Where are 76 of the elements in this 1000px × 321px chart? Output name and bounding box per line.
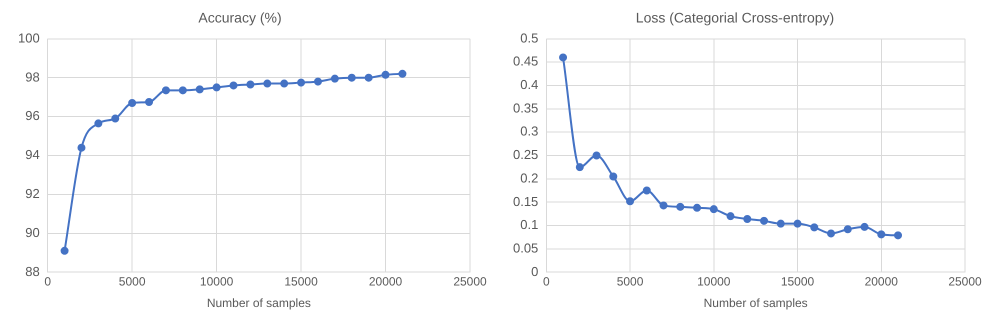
point [364, 74, 373, 82]
point [314, 78, 322, 86]
point [111, 114, 120, 123]
x-tick-label: 10000 [200, 274, 234, 289]
point [626, 197, 634, 206]
x-tick-label: 15000 [780, 274, 815, 289]
x-tick-label: 0 [542, 274, 550, 289]
y-tick-label: 0.25 [512, 147, 538, 162]
point [894, 231, 902, 240]
point [743, 214, 752, 223]
x-tick-label: 20000 [368, 274, 403, 289]
point [230, 81, 238, 90]
x-tick-label: 5000 [118, 274, 146, 289]
point [676, 202, 684, 211]
y-tick-label: 88 [25, 264, 40, 279]
y-tick-label: 0.4 [520, 77, 538, 92]
point [592, 152, 601, 160]
point [178, 86, 187, 94]
point [94, 119, 102, 128]
point [810, 223, 818, 232]
y-tick-label: 94 [25, 147, 40, 162]
point [398, 70, 406, 78]
x-tick-label: 20000 [864, 274, 898, 289]
point [760, 216, 768, 225]
chart-title: Loss (Categorial Cross-entropy) [636, 9, 834, 26]
y-tick-label: 0.15 [512, 194, 538, 209]
point [280, 80, 288, 88]
point [297, 78, 306, 87]
point [196, 85, 204, 94]
point [642, 186, 651, 195]
chart-title: Accuracy (%) [198, 9, 282, 26]
point [145, 98, 154, 106]
x-axis-title: Number of samples [704, 296, 808, 310]
point [844, 225, 852, 234]
point [330, 74, 339, 83]
point [263, 80, 272, 88]
point [877, 230, 886, 238]
x-tick-label: 25000 [453, 274, 488, 289]
y-tick-label: 98 [25, 69, 40, 84]
point [162, 86, 170, 94]
y-tick-label: 0 [531, 264, 538, 279]
point [382, 70, 390, 79]
point [726, 212, 735, 220]
y-tick-label: 100 [18, 30, 40, 46]
point [559, 53, 568, 62]
point [128, 98, 136, 107]
point [860, 222, 869, 231]
y-tick-label: 0.3 [520, 124, 538, 139]
y-tick-label: 92 [25, 186, 40, 201]
x-tick-label: 10000 [697, 274, 731, 289]
point [348, 74, 356, 82]
y-tick-label: 0.45 [512, 54, 538, 69]
y-tick-label: 0.35 [512, 100, 538, 116]
point [60, 246, 69, 255]
point [246, 80, 254, 89]
point [212, 83, 221, 92]
x-tick-label: 5000 [616, 274, 644, 289]
point [660, 201, 668, 210]
point [576, 163, 584, 172]
point [77, 144, 86, 152]
y-tick-label: 90 [25, 224, 40, 240]
point [609, 172, 618, 181]
point [693, 204, 702, 212]
x-tick-label: 0 [44, 274, 52, 289]
point [776, 220, 785, 228]
x-axis-title: Number of samples [206, 296, 311, 310]
x-tick-label: 25000 [948, 274, 982, 289]
y-tick-label: 0.1 [520, 217, 538, 232]
y-tick-label: 0.5 [520, 30, 538, 46]
y-tick-label: 0.05 [512, 240, 538, 256]
point [827, 229, 836, 238]
point [794, 220, 802, 228]
x-tick-label: 15000 [284, 274, 318, 289]
y-tick-label: 96 [25, 108, 40, 124]
y-tick-label: 0.2 [520, 170, 538, 186]
point [710, 205, 718, 214]
